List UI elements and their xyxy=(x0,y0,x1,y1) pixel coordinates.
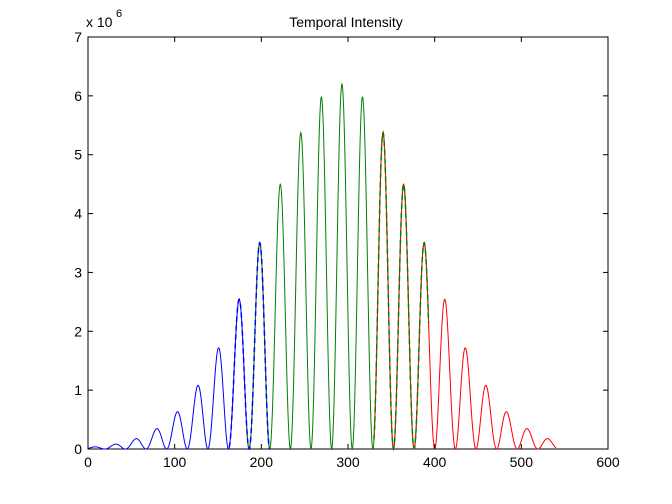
x-tick-label: 0 xyxy=(84,454,92,470)
y-multiplier-exponent: 6 xyxy=(116,8,122,20)
series-line-1 xyxy=(87,241,271,450)
series-line-4 xyxy=(228,241,271,451)
x-tick-label: 300 xyxy=(336,454,360,470)
x-tick-label: 600 xyxy=(596,454,620,470)
x-tick-label: 500 xyxy=(510,454,534,470)
chart-title: Temporal Intensity xyxy=(289,14,403,30)
plot-area xyxy=(87,36,609,450)
y-tick-label: 4 xyxy=(74,206,82,222)
y-tick-label: 7 xyxy=(74,29,82,45)
x-tick-label: 200 xyxy=(250,454,274,470)
y-tick-label: 0 xyxy=(74,441,82,457)
y-tick-label: 6 xyxy=(74,88,82,104)
y-tick-label: 1 xyxy=(74,382,82,398)
y-tick-label: 2 xyxy=(74,323,82,339)
ticks-layer: 0 100 200 300 400 500 600 0 1 2 3 4 5 6 7 xyxy=(74,29,620,470)
y-multiplier-label: x 10 xyxy=(86,14,113,30)
y-tick-label: 5 xyxy=(74,147,82,163)
x-tick-label: 100 xyxy=(163,454,187,470)
x-tick-label: 400 xyxy=(423,454,447,470)
series-line-5 xyxy=(373,130,430,452)
series-layer xyxy=(87,82,557,452)
y-tick-label: 3 xyxy=(74,264,82,280)
axes-frame xyxy=(87,36,609,450)
